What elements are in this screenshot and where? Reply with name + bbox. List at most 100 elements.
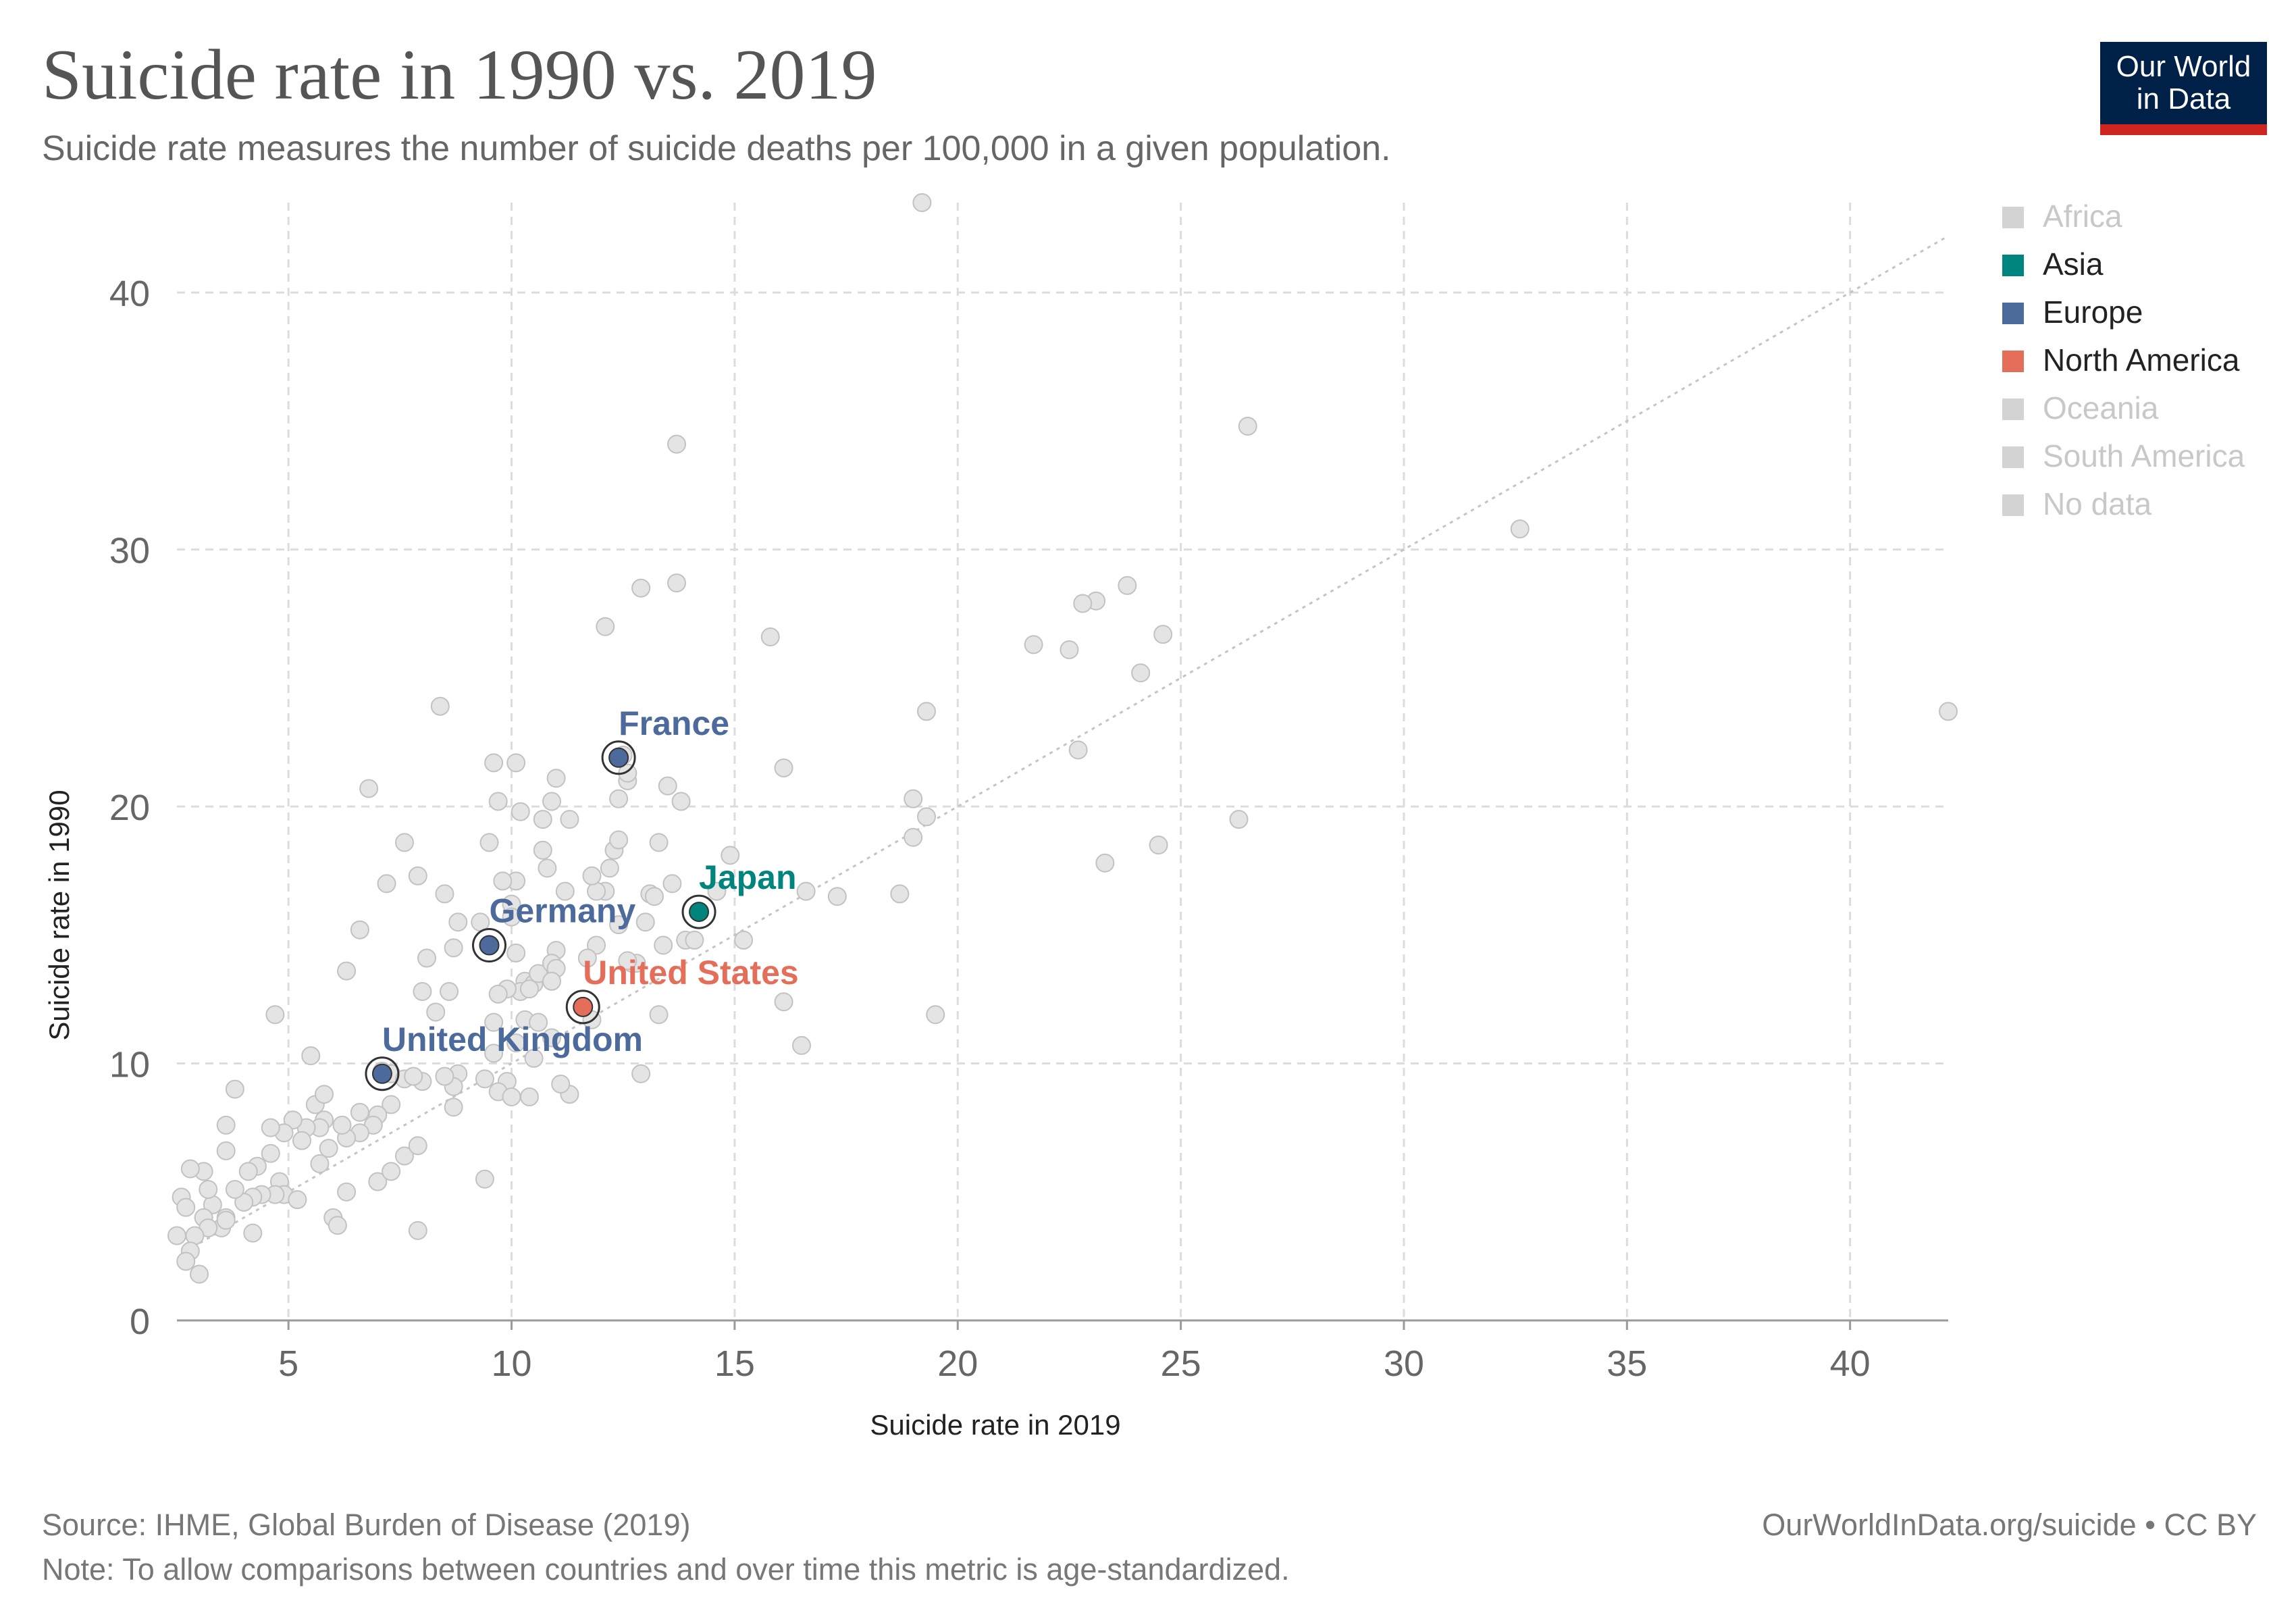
scatter-point — [685, 930, 704, 950]
scatter-point — [382, 1162, 401, 1181]
scatter-point — [435, 884, 454, 904]
scatter-point — [234, 1192, 254, 1212]
scatter-point — [506, 753, 526, 773]
scatter-point — [199, 1179, 218, 1199]
scatter-point — [368, 1172, 388, 1191]
scatter-point — [1939, 702, 1958, 721]
scatter-point — [609, 915, 629, 935]
credit-link[interactable]: OurWorldInData.org/suicide • CC BY — [1762, 1508, 2257, 1542]
scatter-point — [1510, 519, 1530, 539]
highlight-ring — [471, 928, 506, 963]
highlighted-points: France Japan Germany United States United Ki… — [365, 704, 799, 1091]
scatter-point — [488, 792, 508, 811]
legend-label: Asia — [2043, 247, 2104, 282]
highlight-point — [573, 996, 594, 1017]
y-axis-label: Suicide rate in 1990 — [43, 790, 75, 1040]
scatter-point — [359, 779, 379, 798]
scatter-point — [350, 920, 369, 940]
country-label: Japan — [699, 858, 797, 896]
scatter-point — [1229, 810, 1249, 829]
scatter-point — [577, 948, 597, 968]
scatter-point — [444, 1098, 463, 1117]
highlight-point — [371, 1063, 392, 1084]
y-tick-label: 10 — [109, 1045, 150, 1085]
scatter-point — [609, 789, 629, 808]
x-tick-label: 20 — [937, 1343, 978, 1384]
scatter-point — [511, 802, 530, 821]
scatter-point — [827, 887, 847, 906]
scatter-point — [519, 1087, 539, 1106]
scatter-point — [533, 840, 552, 860]
scatter-point — [791, 1035, 811, 1055]
data-points — [167, 193, 1958, 1284]
x-tick-label: 10 — [491, 1343, 531, 1384]
scatter-point — [301, 1046, 321, 1066]
scatter-point — [180, 1159, 200, 1179]
owid-logo[interactable]: Our World in Data — [2100, 42, 2267, 135]
y-tick-label: 20 — [109, 788, 150, 828]
country-label: Germany — [489, 892, 635, 930]
scatter-point — [1024, 635, 1043, 654]
legend-label: Europe — [2043, 294, 2143, 330]
scatter-point — [551, 1074, 571, 1093]
scatter-point — [671, 792, 691, 811]
scatter-point — [225, 1079, 244, 1099]
scatter-point — [721, 846, 740, 865]
scatter-point — [760, 627, 780, 646]
chart-subtitle: Suicide rate measures the number of suic… — [42, 129, 1391, 168]
x-tick-label: 15 — [714, 1343, 755, 1384]
scatter-point — [1149, 835, 1168, 855]
scatter-point — [1153, 625, 1173, 644]
scatter-point — [484, 753, 504, 773]
scatter-point — [916, 807, 936, 827]
scatter-point — [493, 871, 513, 891]
scatter-point — [261, 1118, 280, 1137]
scatter-point — [596, 617, 615, 636]
highlight-ring — [681, 894, 716, 929]
scatter-point — [408, 866, 427, 885]
scatter-point — [667, 434, 686, 454]
y-tick-label: 0 — [130, 1302, 150, 1342]
scatter-point — [912, 193, 932, 212]
scatter-point — [1095, 853, 1115, 873]
x-axis-ticks: 5 10 15 20 25 30 35 40 — [278, 1320, 1871, 1384]
scatter-point — [542, 792, 561, 811]
legend-swatch — [2002, 398, 2024, 420]
scatter-point — [261, 1143, 280, 1163]
scatter-point — [444, 938, 463, 958]
chart-title: Suicide rate in 1990 vs. 2019 — [42, 35, 877, 114]
legend-label: No data — [2043, 486, 2152, 521]
scatter-point — [774, 758, 793, 778]
scatter-point — [916, 702, 936, 721]
x-axis-label: Suicide rate in 2019 — [870, 1409, 1120, 1441]
scatter-point — [448, 912, 468, 932]
scatter-point — [533, 810, 552, 829]
scatter-point — [904, 827, 923, 847]
legend-label: South America — [2043, 438, 2245, 473]
logo-line-2: in Data — [2136, 82, 2231, 115]
scatter-point — [337, 1182, 357, 1202]
scatter-point — [542, 1028, 561, 1048]
scatter-point — [1068, 740, 1088, 760]
scatter-point — [328, 1216, 347, 1235]
y-tick-label: 40 — [109, 274, 150, 314]
scatter-point — [506, 943, 526, 962]
scatter-point — [546, 769, 566, 788]
highlight-ring — [601, 740, 636, 775]
scatter-point — [667, 573, 686, 593]
scatter-point — [408, 1220, 427, 1240]
scatter-point — [475, 1169, 494, 1189]
scatter-point — [216, 1210, 236, 1230]
scatter-point — [707, 881, 727, 901]
scatter-point — [524, 1048, 544, 1068]
methodology-note: Note: To allow comparisons between count… — [42, 1552, 1290, 1587]
y-axis-ticks: 0 10 20 30 40 — [109, 274, 150, 1342]
legend-swatch — [2002, 351, 2024, 372]
scatter-point — [292, 1131, 311, 1150]
scatter-point — [631, 1064, 651, 1083]
scatter-point — [243, 1223, 263, 1243]
scatter-point — [555, 881, 575, 901]
scatter-point — [734, 930, 754, 950]
scatter-point — [288, 1190, 307, 1210]
